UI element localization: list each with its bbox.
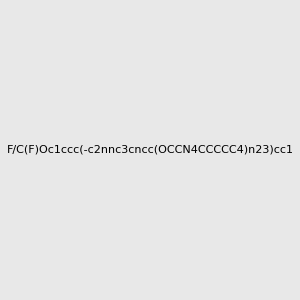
Text: F/C(F)Oc1ccc(-c2nnc3cncc(OCCN4CCCCC4)n23)cc1: F/C(F)Oc1ccc(-c2nnc3cncc(OCCN4CCCCC4)n23… — [7, 145, 293, 155]
